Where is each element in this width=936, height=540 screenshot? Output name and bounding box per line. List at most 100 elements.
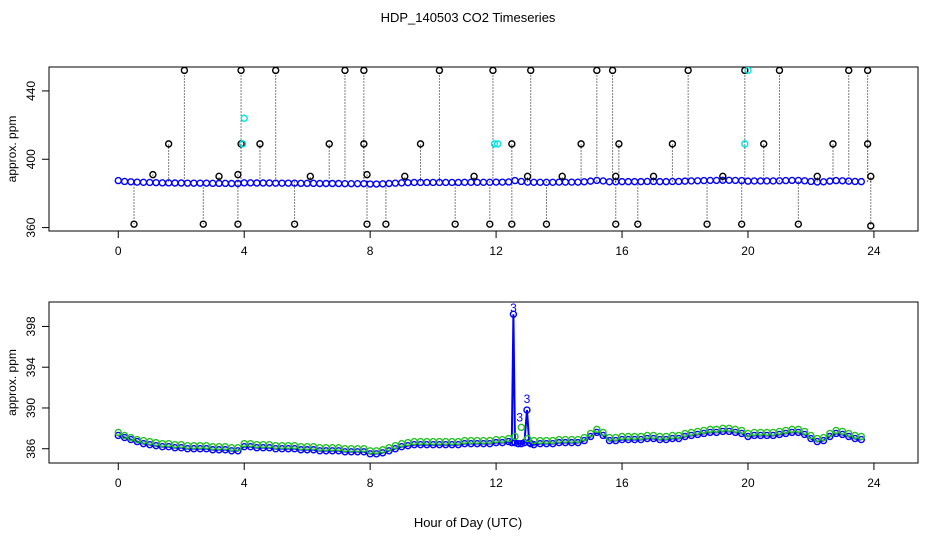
data-point-series-1 xyxy=(577,140,585,148)
y-tick-label: 390 xyxy=(24,398,38,418)
x-tick-label: 20 xyxy=(741,476,755,490)
data-point-series-1 xyxy=(382,220,390,228)
data-point-series-1 xyxy=(703,220,711,228)
point-annotation: 3 xyxy=(510,301,517,315)
data-point-series-1 xyxy=(608,67,617,75)
data-point-series-1 xyxy=(363,220,371,228)
y-tick-label: 400 xyxy=(24,149,38,169)
data-point-series-1 xyxy=(593,425,601,434)
data-point-series-1 xyxy=(867,222,875,230)
x-tick-label: 16 xyxy=(615,244,629,258)
x-tick-label: 0 xyxy=(115,476,122,490)
data-point-series-1 xyxy=(523,172,532,181)
data-point-series-1 xyxy=(558,172,566,181)
y-tick-label: 398 xyxy=(24,316,38,336)
data-point-series-0 xyxy=(599,431,607,440)
data-point-series-1 xyxy=(435,67,444,75)
data-point-series-1 xyxy=(164,140,173,148)
data-point-series-1 xyxy=(504,434,513,443)
point-annotation: 3 xyxy=(524,392,531,406)
data-point-series-1 xyxy=(649,172,658,181)
y-axis-label: approx. ppm xyxy=(5,349,19,416)
data-point-series-0 xyxy=(517,439,525,448)
data-point-series-1 xyxy=(341,67,349,75)
y-axis-label: approx. ppm xyxy=(5,116,19,183)
data-point-series-1 xyxy=(863,140,872,148)
data-point-series-1 xyxy=(385,444,393,452)
data-point-series-1 xyxy=(719,172,727,181)
x-axis-label: Hour of Day (UTC) xyxy=(414,515,522,530)
data-point-series-1 xyxy=(574,435,582,444)
x-tick-label: 0 xyxy=(115,244,122,258)
data-point-series-1 xyxy=(149,170,157,179)
data-point-series-1 xyxy=(845,67,853,75)
data-point-series-1 xyxy=(114,428,122,437)
data-point-series-2 xyxy=(493,140,502,148)
data-point-series-1 xyxy=(237,67,245,75)
data-point-series-1 xyxy=(234,444,242,452)
data-point-series-1 xyxy=(379,446,387,454)
data-point-series-1 xyxy=(857,432,866,441)
data-point-series-1 xyxy=(542,220,551,228)
figure-title: HDP_140503 CO2 Timeseries xyxy=(381,10,556,25)
data-point-series-1 xyxy=(580,433,588,442)
data-point-series-1 xyxy=(508,220,516,228)
data-point-series-1 xyxy=(517,423,525,432)
data-point-series-0 xyxy=(574,438,582,447)
data-point-series-1 xyxy=(360,445,368,453)
data-point-series-1 xyxy=(826,429,834,438)
data-point-series-1 xyxy=(256,140,264,148)
data-point-series-1 xyxy=(306,172,315,181)
x-tick-label: 8 xyxy=(367,244,374,258)
data-point-series-1 xyxy=(416,140,425,148)
plot-area xyxy=(114,67,875,230)
data-point-series-1 xyxy=(586,429,595,438)
data-point-series-2 xyxy=(240,114,248,122)
data-point-series-1 xyxy=(675,431,683,440)
data-point-series-0 xyxy=(819,436,828,445)
data-point-series-1 xyxy=(599,428,607,437)
data-point-series-1 xyxy=(401,172,409,181)
data-point-series-1 xyxy=(794,220,803,228)
data-point-series-1 xyxy=(234,220,242,228)
data-point-series-1 xyxy=(511,432,519,441)
data-point-series-1 xyxy=(360,140,368,148)
data-point-series-1 xyxy=(800,427,809,436)
data-point-series-0 xyxy=(857,177,866,186)
plot-frame xyxy=(48,301,919,464)
data-point-series-1 xyxy=(863,67,872,75)
data-point-series-1 xyxy=(615,140,623,148)
data-point-series-1 xyxy=(741,67,749,75)
data-point-series-1 xyxy=(838,427,847,436)
data-point-series-1 xyxy=(180,67,189,75)
x-tick-label: 24 xyxy=(867,244,881,258)
data-point-series-1 xyxy=(127,433,135,442)
data-point-series-2 xyxy=(490,140,499,148)
data-point-series-1 xyxy=(215,172,223,181)
x-tick-label: 24 xyxy=(867,476,881,490)
data-point-series-1 xyxy=(508,140,516,148)
data-point-series-1 xyxy=(527,67,535,75)
data-point-series-0 xyxy=(675,434,683,443)
x-tick-label: 12 xyxy=(489,476,503,490)
x-tick-label: 8 xyxy=(367,476,374,490)
data-point-series-0 xyxy=(379,449,387,457)
data-point-series-1 xyxy=(391,441,400,450)
plot-frame xyxy=(48,66,919,232)
data-point-series-1 xyxy=(775,67,784,75)
data-point-series-0 xyxy=(523,406,531,414)
data-point-series-1 xyxy=(451,220,459,228)
data-point-series-1 xyxy=(470,172,478,181)
x-tick-label: 20 xyxy=(741,244,755,258)
data-point-series-1 xyxy=(486,220,494,228)
data-point-series-1 xyxy=(668,140,677,148)
point-annotation: 3 xyxy=(516,410,523,424)
data-point-series-0 xyxy=(509,310,518,318)
data-point-series-1 xyxy=(130,220,138,228)
y-tick-label: 394 xyxy=(24,357,38,377)
data-point-series-1 xyxy=(612,220,620,228)
y-tick-label: 440 xyxy=(24,81,38,101)
data-point-series-1 xyxy=(684,67,692,75)
